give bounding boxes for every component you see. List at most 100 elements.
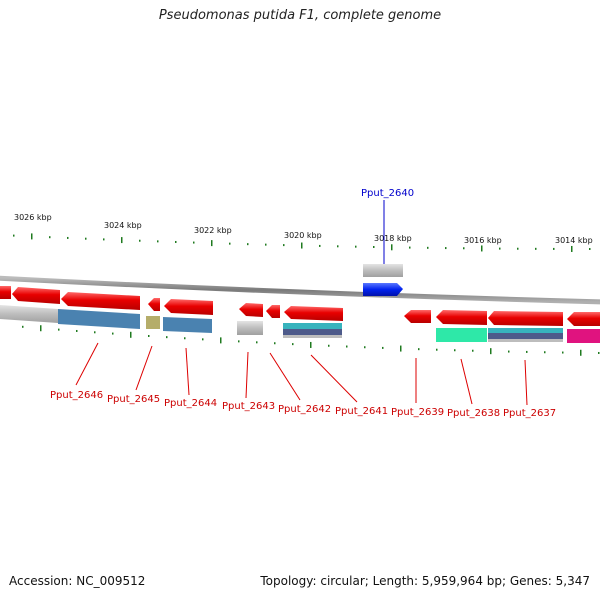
cog-block: [283, 329, 342, 335]
scale-tick: [427, 246, 429, 249]
gene-label-pput-2640[interactable]: Pput_2640: [361, 188, 414, 199]
cog-block: [567, 329, 600, 343]
cog-block: [488, 339, 563, 342]
cog-block: [488, 328, 563, 333]
topology-text: Topology: circular; Length: 5,959,964 bp…: [260, 574, 590, 588]
cog-block: [488, 333, 563, 339]
scale-tick: [463, 247, 465, 250]
scale-tick: [103, 238, 105, 241]
scale-tick: [283, 244, 285, 247]
cds-arrow[interactable]: [0, 286, 11, 299]
genome-backbone: [0, 275, 600, 305]
feature-gray-top: [363, 264, 403, 277]
lower-tick: [364, 346, 366, 349]
cog-block: [0, 305, 58, 323]
cds-arrow[interactable]: [61, 292, 140, 310]
gene-label-pput-2645[interactable]: Pput_2645: [107, 394, 160, 405]
scale-tick: [265, 243, 267, 246]
cds-arrow[interactable]: [567, 312, 600, 326]
lower-tick: [418, 348, 420, 351]
lower-tick: [490, 348, 492, 355]
cog-block: [58, 309, 140, 329]
scale-label: 3016 kbp: [464, 236, 502, 245]
lower-tick: [346, 345, 348, 348]
scale-label: 3014 kbp: [555, 236, 593, 245]
lower-tick: [436, 348, 438, 351]
scale-tick: [553, 247, 555, 250]
gene-label-pput-2642[interactable]: Pput_2642: [278, 404, 331, 415]
cog-track: [0, 305, 600, 343]
lower-tick: [580, 349, 582, 356]
scale-label: 3024 kbp: [104, 221, 142, 230]
cds-arrow[interactable]: [164, 299, 213, 315]
scale-tick: [67, 236, 69, 239]
scale-tick: [589, 247, 591, 250]
lower-tick: [76, 329, 78, 332]
cds-arrow[interactable]: [488, 311, 563, 326]
scale-tick: [535, 247, 537, 250]
cog-block: [146, 316, 160, 329]
lower-tick: [184, 337, 186, 340]
scale-tick: [121, 237, 123, 244]
lower-tick: [544, 351, 546, 354]
cds-arrow[interactable]: [404, 310, 431, 323]
scale-tick: [517, 247, 519, 250]
cog-block: [237, 321, 263, 335]
cds-arrow[interactable]: [12, 287, 60, 304]
lower-tick: [256, 341, 258, 344]
cog-block: [283, 335, 342, 338]
lower-tick: [382, 346, 384, 349]
scale-tick: [319, 244, 321, 247]
cds-arrow[interactable]: [239, 303, 263, 317]
gene-label-pput-2637[interactable]: Pput_2637: [503, 408, 556, 419]
cds-arrow[interactable]: [436, 310, 487, 325]
lower-tick: [94, 331, 96, 334]
lower-tick: [148, 334, 150, 337]
lower-tick: [112, 332, 114, 335]
gene-label-pput-2646[interactable]: Pput_2646: [50, 390, 103, 401]
scale-label: 3026 kbp: [14, 213, 52, 222]
scale-label: 3018 kbp: [374, 234, 412, 243]
label-leaders: [75, 342, 528, 406]
map-title: Pseudomonas putida F1, complete genome: [158, 8, 442, 23]
scale-tick: [499, 247, 501, 250]
lower-tick: [472, 349, 474, 352]
lower-tick: [58, 328, 60, 331]
scale-tick: [13, 234, 15, 237]
cog-block: [283, 323, 342, 329]
gene-label-pput-2639[interactable]: Pput_2639: [391, 407, 444, 418]
scale-tick: [409, 246, 411, 249]
cds-forward-pput-2640[interactable]: [363, 283, 403, 296]
gene-label-pput-2638[interactable]: Pput_2638: [447, 408, 500, 419]
scale-tick: [337, 245, 339, 248]
scale-tick: [157, 240, 159, 243]
gene-label-pput-2643[interactable]: Pput_2643: [222, 401, 275, 412]
scale-tick: [391, 244, 393, 251]
lower-tick: [310, 341, 312, 348]
cds-arrow[interactable]: [284, 306, 343, 321]
lower-tick: [274, 342, 276, 345]
scale-tick: [31, 233, 33, 240]
cds-arrow[interactable]: [266, 305, 280, 318]
scale-tick: [85, 237, 87, 240]
lower-tick: [22, 325, 24, 328]
lower-tick: [454, 349, 456, 352]
lower-tick: [400, 345, 402, 352]
scale-tick: [175, 240, 177, 243]
lower-tick: [238, 340, 240, 343]
gene-label-pput-2644[interactable]: Pput_2644: [164, 398, 217, 409]
lower-tick: [328, 344, 330, 347]
cog-block: [436, 328, 487, 342]
lower-tick: [292, 343, 294, 346]
scale-tick: [211, 240, 213, 247]
scale-tick: [481, 245, 483, 252]
lower-ticks: [22, 325, 600, 356]
lower-tick: [598, 351, 600, 354]
scale-tick: [247, 243, 249, 246]
scale-tick: [301, 242, 303, 249]
gene-label-pput-2641[interactable]: Pput_2641: [335, 406, 388, 417]
cds-arrow[interactable]: [148, 298, 160, 311]
scale-tick: [139, 239, 141, 242]
scale-tick: [445, 247, 447, 250]
